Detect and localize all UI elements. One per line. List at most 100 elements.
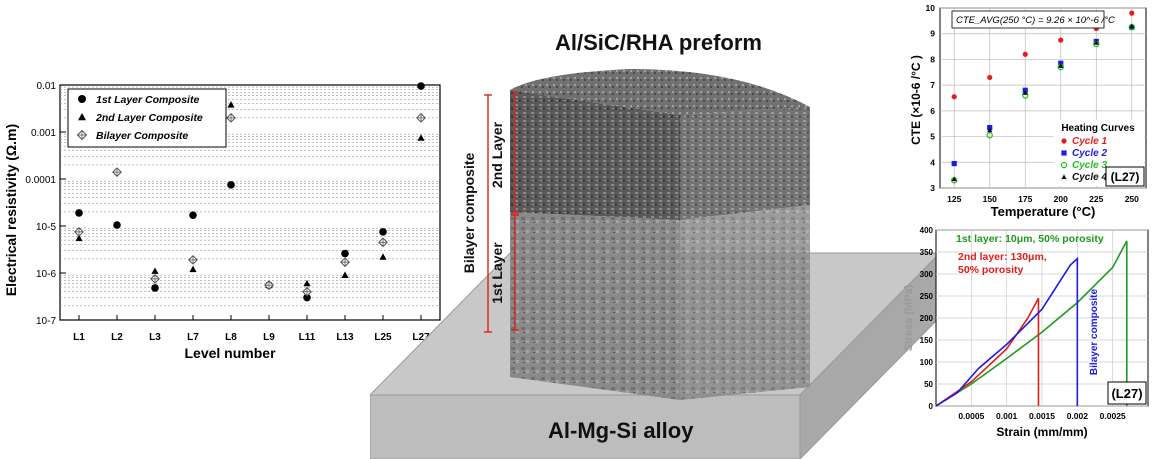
ss-series-line [935, 297, 1040, 407]
cte-y-tick-label: 9 [930, 29, 935, 39]
resistivity-legend-label: 1st Layer Composite [96, 94, 199, 106]
ss-annotation-bilayer: Bilayer composite [1089, 288, 1100, 375]
cte-x-tick-label: 225 [1089, 194, 1103, 204]
ss-y-tick-label: 100 [920, 358, 934, 367]
layer2-label: 2nd Layer [489, 121, 505, 188]
resistivity-y-ticks: 10-7 10-6 10-5 0.0001 0.001 0.01 [25, 81, 66, 327]
cte-x-tick-label: 125 [947, 194, 961, 204]
cte-y-tick-label: 8 [930, 54, 935, 64]
block-layer1-front [510, 212, 680, 400]
resistivity-y-tick-label: 10-6 [36, 269, 56, 280]
resistivity-point [302, 286, 312, 297]
resistivity-point [150, 273, 160, 284]
ss-lines [935, 240, 1128, 407]
resistivity-x-tick-label: L8 [225, 332, 237, 343]
ss-annotation-layer2b: 50% porosity [958, 264, 1024, 276]
cte-points [951, 10, 1135, 184]
resistivity-point [303, 293, 311, 302]
cte-point [1129, 23, 1135, 29]
resistivity-point [417, 82, 425, 90]
ss-y-tick-label: 400 [920, 226, 934, 235]
block-layer2-front [510, 90, 680, 220]
ss-y-tick-label: 0 [929, 402, 934, 411]
cte-point [987, 74, 993, 81]
ss-y-tick-label: 150 [920, 336, 934, 345]
ss-annotation-layer2a: 2nd layer: 130μm, [958, 251, 1047, 263]
resistivity-point [189, 211, 197, 219]
resistivity-legend-marker [78, 113, 86, 121]
cte-legend-marker [1061, 174, 1067, 180]
cte-y-tick-label: 3 [930, 183, 935, 193]
ss-annotation-layer1: 1st layer: 10μm, 50% porosity [956, 233, 1104, 245]
resistivity-grid [60, 86, 440, 307]
resistivity-y-tick-label: 10-7 [36, 316, 56, 327]
resistivity-point [264, 280, 274, 291]
resistivity-point [189, 265, 197, 273]
resistivity-point [112, 167, 122, 178]
cte-y-tick-label: 4 [930, 157, 935, 167]
cte-y-tick-label: 6 [930, 106, 935, 116]
cte-point [986, 132, 993, 139]
cte-tag: (L27) [1111, 170, 1140, 184]
cte-legend-title: Heating Curves [1061, 123, 1135, 134]
cte-point [1129, 10, 1135, 16]
cte-legend-label: Cycle 2 [1072, 148, 1107, 159]
resistivity-y-tick-label: 0.001 [31, 128, 56, 139]
resistivity-point [74, 226, 84, 237]
cte-point [1022, 90, 1028, 95]
ss-tag: (L27) [1111, 386, 1142, 401]
resistivity-point [113, 221, 121, 229]
resistivity-x-tick-label: L9 [263, 332, 275, 343]
resistivity-y-tick-label: 10-5 [36, 222, 56, 233]
resistivity-point [75, 209, 83, 217]
ss-x-tick-label: 0.001 [996, 411, 1018, 421]
resistivity-legend-label: 2nd Layer Composite [95, 112, 203, 124]
ss-tag-box [1107, 381, 1147, 405]
cte-ticks: 125 150 175 200 225 250 3 4 5 6 7 8 9 10 [926, 3, 1140, 204]
ss-y-tick-label: 300 [920, 270, 934, 279]
cte-legend-marker [1061, 138, 1067, 144]
cte-chart: 125 150 175 200 225 250 3 4 5 6 7 8 9 10 CTE_AVG(250 … [909, 3, 1147, 219]
ss-y-tick-label: 350 [920, 248, 934, 257]
cte-point [1093, 40, 1099, 45]
resistivity-point [379, 253, 387, 260]
resistivity-x-tick-label: L1 [73, 332, 85, 343]
block-layer1-side [680, 205, 810, 400]
resistivity-x-tick-label: L7 [187, 332, 199, 343]
cte-ylabel: CTE (×10-6 /°C ) [909, 55, 923, 145]
resistivity-chart: 10-7 10-6 10-5 0.0001 0.001 0.01 L1 L2 L3 L7 L8 L9… [3, 81, 441, 361]
ss-ylabel: Stress (MPa) [903, 284, 915, 351]
ss-xlabel: Strain (mm/mm) [996, 425, 1087, 439]
cte-x-tick-label: 250 [1125, 194, 1139, 204]
cte-legend-label: Cycle 4 [1072, 172, 1107, 183]
layer-brackets [484, 91, 519, 333]
ss-x-tick-label: 0.0025 [1100, 411, 1126, 421]
preform-illustration: Bilayer composite 2nd Layer 1st Layer [370, 69, 942, 459]
resistivity-point [151, 284, 159, 292]
cte-point [1022, 51, 1028, 57]
resistivity-x-tick-label: L2 [111, 332, 123, 343]
cte-legend-marker [1061, 150, 1067, 156]
stress-strain-chart: 0.0005 0.001 0.0015 0.002 0.0025 0 50 100 150 200… [903, 226, 1149, 439]
base-alloy-label: Al-Mg-Si alloy [548, 418, 694, 443]
cte-equation-box [951, 10, 1105, 29]
ss-x-tick-label: 0.0015 [1029, 411, 1055, 421]
cte-y-tick-label: 10 [926, 3, 936, 13]
ss-y-tick-label: 50 [924, 380, 933, 389]
resistivity-point [303, 279, 311, 287]
resistivity-legend-marker [76, 129, 88, 141]
cte-point [951, 176, 957, 182]
bilayer-label: Bilayer composite [461, 152, 477, 273]
resistivity-point [227, 181, 235, 189]
resistivity-point [378, 237, 388, 248]
cte-x-tick-label: 200 [1054, 194, 1068, 204]
block-top [510, 69, 810, 115]
resistivity-x-tick-label: L25 [374, 332, 392, 343]
cte-tag-box [1105, 166, 1145, 187]
cte-point [1058, 63, 1064, 68]
cte-point [951, 160, 957, 167]
resistivity-point [379, 228, 387, 236]
cte-legend-label: Cycle 1 [1072, 136, 1107, 147]
cte-legend-label: Cycle 3 [1072, 160, 1107, 171]
resistivity-x-tick-label: L13 [336, 332, 354, 343]
